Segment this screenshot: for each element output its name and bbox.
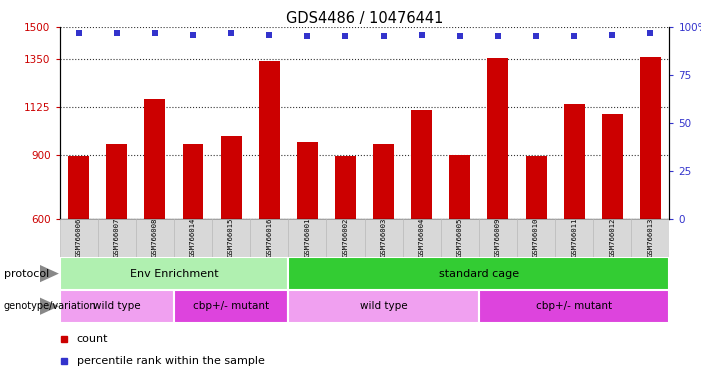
Bar (288, 290, 479, 323)
Point (416, 31, 428, 38)
Bar (365, 219, 402, 257)
Point (569, 33, 580, 40)
Text: GSM766011: GSM766011 (571, 218, 577, 257)
Point (149, 30, 161, 36)
Text: Env Enrichment: Env Enrichment (130, 268, 218, 279)
Bar (411, 110, 433, 219)
Text: GSM766012: GSM766012 (609, 218, 615, 257)
Bar (373, 144, 394, 219)
Text: GSM766006: GSM766006 (76, 218, 81, 257)
Bar (479, 219, 517, 257)
Bar (60, 257, 288, 290)
Point (606, 31, 618, 38)
Text: genotype/variation: genotype/variation (4, 301, 96, 311)
Text: GSM766007: GSM766007 (114, 218, 120, 257)
Text: cbp+/- mutant: cbp+/- mutant (193, 301, 269, 311)
Bar (212, 219, 250, 257)
Text: percentile rank within the sample: percentile rank within the sample (76, 356, 264, 366)
Bar (288, 219, 327, 257)
Bar (60, 219, 97, 257)
Bar (174, 290, 288, 323)
Bar (601, 114, 622, 219)
Text: GSM766010: GSM766010 (533, 218, 539, 257)
Text: wild type: wild type (93, 301, 141, 311)
Bar (68, 156, 89, 219)
Bar (449, 155, 470, 219)
Text: cbp+/- mutant: cbp+/- mutant (536, 301, 612, 311)
Bar (144, 99, 165, 219)
Bar (221, 136, 242, 219)
Text: wild type: wild type (360, 301, 407, 311)
Point (264, 31, 275, 38)
Text: GSM766004: GSM766004 (418, 218, 425, 257)
Text: GSM766001: GSM766001 (304, 218, 311, 257)
Bar (632, 219, 669, 257)
Text: GSM766016: GSM766016 (266, 218, 272, 257)
Text: GSM766013: GSM766013 (648, 218, 653, 257)
Text: GSM766014: GSM766014 (190, 218, 196, 257)
Bar (564, 104, 585, 219)
Bar (402, 219, 441, 257)
Bar (479, 290, 669, 323)
Point (226, 30, 237, 36)
Bar (526, 156, 547, 219)
Text: protocol: protocol (4, 268, 49, 279)
Point (187, 31, 198, 38)
Point (301, 33, 313, 40)
Bar (593, 219, 632, 257)
Text: count: count (76, 334, 108, 344)
Bar (640, 57, 661, 219)
Bar (136, 219, 174, 257)
Text: GSM766002: GSM766002 (343, 218, 348, 257)
Text: GSM766003: GSM766003 (381, 218, 386, 257)
Bar (182, 144, 203, 219)
Polygon shape (40, 298, 59, 315)
Text: GSM766009: GSM766009 (495, 218, 501, 257)
Bar (97, 219, 136, 257)
Text: standard cage: standard cage (439, 268, 519, 279)
Bar (60, 290, 174, 323)
Text: GSM766005: GSM766005 (457, 218, 463, 257)
Point (645, 30, 656, 36)
Bar (555, 219, 593, 257)
Text: GSM766015: GSM766015 (228, 218, 234, 257)
Bar (327, 219, 365, 257)
Point (73, 30, 84, 36)
Bar (487, 58, 508, 219)
Point (378, 33, 389, 40)
Point (111, 30, 123, 36)
Bar (517, 219, 555, 257)
Bar (259, 61, 280, 219)
Bar (174, 219, 212, 257)
Point (492, 33, 503, 40)
Point (340, 33, 351, 40)
Title: GDS4486 / 10476441: GDS4486 / 10476441 (286, 11, 443, 26)
Bar (441, 219, 479, 257)
Bar (250, 219, 288, 257)
Bar (288, 257, 669, 290)
Bar (297, 142, 318, 219)
Polygon shape (40, 265, 59, 282)
Text: GSM766008: GSM766008 (152, 218, 158, 257)
Bar (335, 156, 356, 219)
Bar (107, 144, 128, 219)
Point (531, 33, 542, 40)
Point (454, 33, 465, 40)
